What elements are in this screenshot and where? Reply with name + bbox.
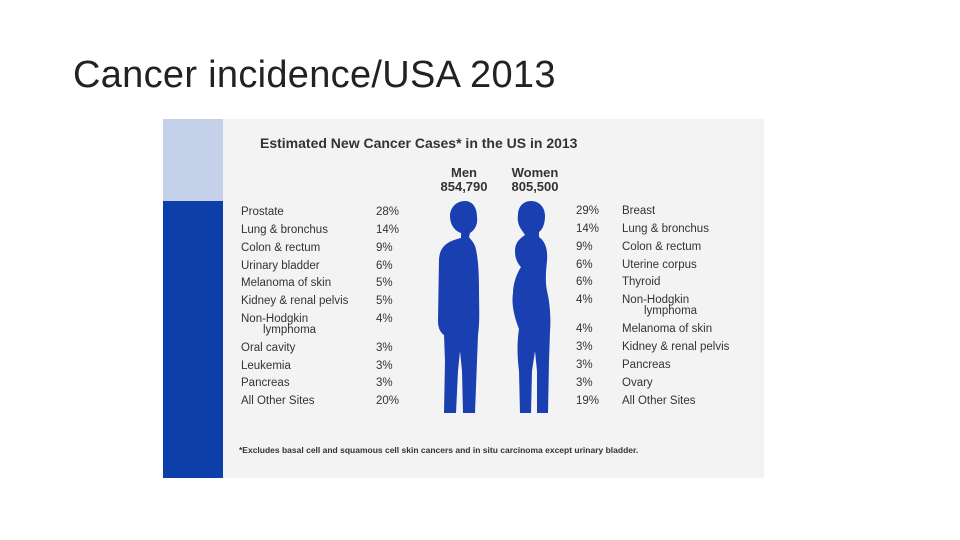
women-row-pct: 14%: [576, 223, 600, 235]
men-heading: Men: [451, 165, 477, 180]
women-row-label: Thyroid: [622, 276, 661, 288]
men-row-pct: 5%: [376, 277, 393, 289]
women-row-pct: 3%: [576, 341, 593, 353]
women-row-pct: 3%: [576, 377, 593, 389]
women-row-pct: 4%: [576, 323, 593, 335]
figure-title: Estimated New Cancer Cases* in the US in…: [260, 135, 578, 151]
men-row-label: Kidney & renal pelvis: [241, 295, 349, 307]
women-row-pct: 6%: [576, 259, 593, 271]
slide-title: Cancer incidence/USA 2013: [73, 54, 556, 96]
woman-silhouette-icon: [512, 201, 551, 413]
women-row-pct: 4%: [576, 294, 593, 306]
men-total: 854,790: [440, 179, 488, 194]
women-row-label: Melanoma of skin: [622, 323, 713, 335]
footnote: *Excludes basal cell and squamous cell s…: [239, 445, 639, 455]
women-row-label: Lung & bronchus: [622, 223, 709, 235]
men-row-pct: 5%: [376, 295, 393, 307]
men-row-pct: 9%: [376, 242, 393, 254]
women-row-label-line2: lymphoma: [644, 305, 698, 317]
men-row-label: Non-Hodgkin: [241, 313, 309, 325]
women-row-pct: 9%: [576, 241, 593, 253]
men-row-label: Lung & bronchus: [241, 224, 328, 236]
women-row-label: Uterine corpus: [622, 259, 697, 271]
men-row-label-line2: lymphoma: [263, 324, 317, 336]
women-row-label: Kidney & renal pelvis: [622, 341, 730, 353]
men-row-label: Urinary bladder: [241, 260, 320, 272]
men-row-label: Leukemia: [241, 360, 291, 372]
accent-bar-light: [163, 119, 223, 201]
men-row-pct: 3%: [376, 342, 393, 354]
men-row-pct: 14%: [376, 224, 400, 236]
cancer-statistics-figure: Estimated New Cancer Cases* in the US in…: [163, 119, 764, 478]
men-row-label: Pancreas: [241, 377, 290, 389]
women-row-pct: 29%: [576, 205, 600, 217]
accent-bar-dark: [163, 201, 223, 478]
women-row-label: Colon & rectum: [622, 241, 702, 253]
women-row-pct: 19%: [576, 395, 600, 407]
women-row-label: All Other Sites: [622, 395, 696, 407]
women-row-label: Pancreas: [622, 359, 671, 371]
men-row-label: Melanoma of skin: [241, 277, 332, 289]
women-row-label: Ovary: [622, 377, 653, 389]
women-total: 805,500: [511, 179, 559, 194]
men-row-pct: 4%: [376, 313, 393, 325]
men-column-header: Men 854,790: [429, 166, 499, 194]
men-row-label: Prostate: [241, 206, 284, 218]
men-row-pct: 3%: [376, 377, 393, 389]
men-row-label: All Other Sites: [241, 395, 315, 407]
silhouettes: [438, 201, 551, 413]
men-row-pct: 3%: [376, 360, 393, 372]
women-row-label: Breast: [622, 205, 656, 217]
man-silhouette-icon: [438, 201, 480, 413]
women-row-pct: 3%: [576, 359, 593, 371]
women-column-header: Women 805,500: [500, 166, 570, 194]
men-row-label: Oral cavity: [241, 342, 296, 354]
women-heading: Women: [511, 165, 559, 180]
women-row-pct: 6%: [576, 276, 593, 288]
women-row-label: Non-Hodgkin: [622, 294, 690, 306]
men-row-pct: 28%: [376, 206, 400, 218]
men-row-pct: 6%: [376, 260, 393, 272]
men-row-pct: 20%: [376, 395, 400, 407]
men-row-label: Colon & rectum: [241, 242, 321, 254]
